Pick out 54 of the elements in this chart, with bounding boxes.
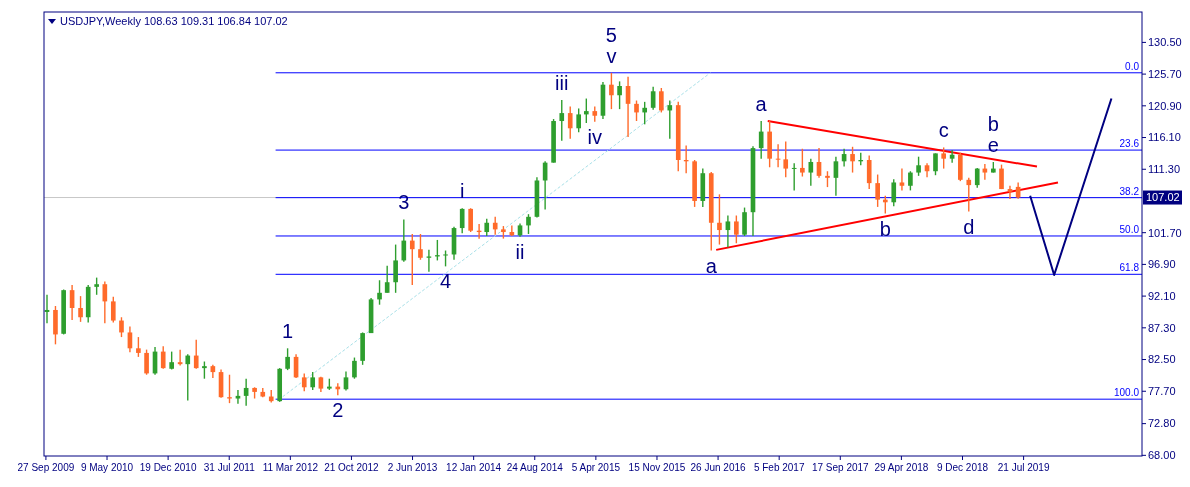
annotation: 0.0 — [1125, 60, 1140, 72]
annotation: 5 — [605, 23, 617, 46]
annotation: a — [755, 93, 768, 116]
y-tick-label: 82.50 — [1148, 353, 1176, 366]
x-tick-label: 12 Jan 2014 — [446, 462, 502, 473]
annotation: i — [459, 180, 465, 203]
annotation: c — [938, 119, 949, 142]
x-tick-label: 21 Jul 2019 — [997, 462, 1050, 473]
x-tick-label: 9 May 2010 — [80, 462, 134, 473]
chart-title: USDJPY,Weekly 108.63 109.31 106.84 107.02 — [60, 15, 288, 27]
y-tick-label: 96.90 — [1148, 258, 1176, 271]
x-tick-label: 5 Feb 2017 — [753, 462, 805, 473]
x-tick-label: 26 Jun 2016 — [690, 462, 747, 473]
x-tick-label: 21 Oct 2012 — [324, 462, 380, 473]
annotation: b — [987, 112, 999, 135]
x-tick-label: 31 Jul 2011 — [203, 462, 256, 473]
x-tick-label: 11 Mar 2012 — [262, 462, 319, 473]
y-tick-label: 116.10 — [1148, 131, 1181, 144]
annotation: 1 — [282, 320, 294, 343]
annotation: 38.2 — [1119, 185, 1140, 197]
annotation: b — [879, 217, 891, 240]
y-tick-label: 87.30 — [1148, 321, 1176, 334]
x-tick-label: 19 Dec 2010 — [139, 462, 197, 473]
y-tick-label: 68.00 — [1148, 449, 1176, 462]
x-tick-label: 15 Nov 2015 — [628, 462, 686, 473]
x-tick-label: 9 Dec 2018 — [936, 462, 989, 473]
x-tick-label: 29 Apr 2018 — [874, 462, 929, 473]
y-tick-label: 77.70 — [1148, 385, 1176, 398]
y-tick-label: 120.90 — [1148, 99, 1182, 112]
x-tick-label: 27 Sep 2009 — [17, 462, 75, 473]
annotation: iii — [555, 71, 569, 94]
x-tick-label: 5 Apr 2015 — [571, 462, 621, 473]
y-tick-label: 72.80 — [1148, 417, 1176, 430]
y-tick-label: 125.70 — [1148, 67, 1182, 80]
annotation: v — [606, 44, 617, 67]
y-tick-label: 101.70 — [1148, 226, 1182, 239]
x-tick-label: 2 Jun 2013 — [387, 462, 438, 473]
annotation: d — [963, 215, 975, 238]
y-tick-label: 92.10 — [1148, 289, 1176, 302]
x-tick-label: 17 Sep 2017 — [811, 462, 870, 473]
annotation: iv — [587, 125, 602, 148]
annotation: 3 — [398, 191, 410, 214]
annotation: a — [705, 254, 718, 277]
x-tick-label: 24 Aug 2014 — [506, 462, 564, 473]
ref-line-label: 107.02 — [1146, 191, 1180, 204]
annotation: 61.8 — [1119, 262, 1140, 274]
y-tick-label: 111.30 — [1148, 163, 1181, 176]
y-tick-label: 130.50 — [1148, 36, 1182, 49]
annotation: 4 — [439, 270, 452, 293]
annotation: ii — [515, 240, 525, 263]
annotation: 23.6 — [1119, 138, 1140, 150]
annotation: 2 — [332, 399, 344, 422]
annotation: 100.0 — [1113, 387, 1140, 399]
annotation: 50.0 — [1119, 223, 1140, 235]
